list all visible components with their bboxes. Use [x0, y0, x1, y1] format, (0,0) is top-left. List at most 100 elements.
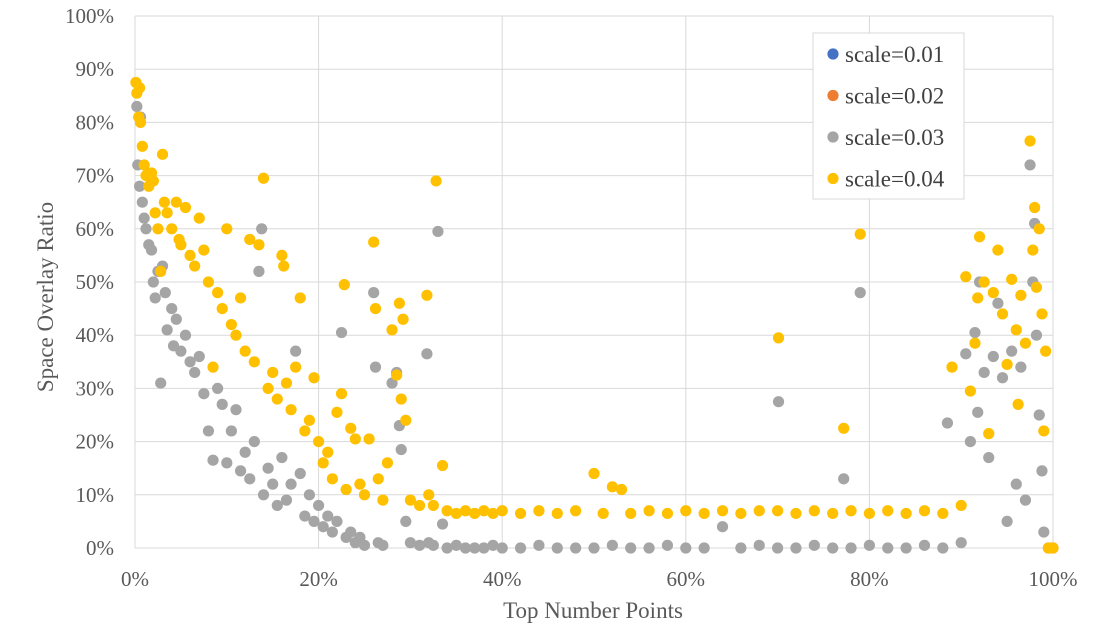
data-point	[239, 345, 251, 357]
data-point	[136, 196, 148, 208]
data-point	[368, 236, 380, 248]
data-point	[427, 499, 439, 512]
data-point	[955, 537, 967, 549]
data-point	[138, 212, 150, 224]
data-point	[133, 180, 146, 192]
y-axis-title: Space Overlay Ratio	[33, 202, 58, 392]
legend-label: scale=0.03	[845, 125, 944, 150]
data-point	[290, 361, 302, 373]
data-point	[570, 542, 582, 554]
data-point	[643, 505, 655, 517]
data-point	[661, 539, 674, 551]
data-point	[161, 207, 173, 219]
data-point	[138, 159, 150, 171]
data-point	[570, 505, 582, 517]
data-point	[257, 172, 270, 184]
data-point	[790, 542, 802, 554]
legend-label: scale=0.04	[845, 167, 945, 192]
data-point	[772, 505, 784, 517]
data-point	[838, 473, 850, 485]
data-point	[179, 201, 192, 214]
data-point	[145, 244, 158, 256]
data-point	[838, 422, 850, 434]
data-point	[441, 505, 453, 517]
data-point	[1038, 425, 1050, 437]
data-point	[1030, 329, 1043, 341]
data-point	[381, 457, 394, 469]
x-tick-label: 60%	[667, 567, 706, 591]
data-point	[257, 489, 270, 501]
data-point	[354, 478, 366, 490]
data-point	[1040, 345, 1052, 357]
data-point	[175, 239, 187, 251]
data-point	[808, 539, 820, 551]
y-tick-label: 20%	[76, 430, 115, 454]
data-point	[1006, 273, 1018, 285]
data-point	[615, 483, 628, 496]
data-point	[551, 542, 563, 554]
data-point	[1029, 201, 1041, 214]
data-point	[427, 539, 439, 551]
data-point	[698, 542, 710, 554]
data-point	[271, 499, 283, 512]
data-point	[225, 318, 237, 331]
data-point	[221, 457, 233, 469]
data-point	[496, 505, 508, 517]
data-point	[735, 507, 747, 520]
x-axis-title: Top Number Points	[503, 598, 683, 623]
x-tick-label: 80%	[850, 567, 889, 591]
data-point	[386, 324, 398, 336]
data-point	[514, 542, 527, 554]
data-point	[478, 542, 490, 554]
data-point	[395, 443, 407, 456]
data-point	[317, 457, 329, 469]
data-point	[166, 303, 178, 315]
data-point	[170, 313, 182, 325]
data-point	[413, 539, 426, 551]
data-point	[969, 326, 981, 339]
y-tick-label: 100%	[65, 4, 114, 28]
data-point	[716, 521, 729, 533]
data-point	[340, 483, 352, 496]
data-point	[735, 542, 747, 554]
data-point	[955, 499, 967, 512]
data-point	[1036, 465, 1048, 477]
data-point	[276, 451, 288, 464]
data-point	[166, 223, 178, 235]
data-point	[827, 542, 839, 554]
data-point	[1015, 361, 1027, 373]
data-point	[441, 542, 453, 554]
data-point	[946, 361, 958, 373]
data-point	[404, 537, 416, 549]
data-point	[845, 505, 857, 517]
data-point	[202, 425, 215, 437]
data-point	[285, 478, 297, 490]
data-point	[400, 515, 412, 528]
data-point	[533, 539, 545, 551]
data-point	[322, 446, 334, 458]
data-point	[854, 287, 866, 299]
data-point	[253, 265, 265, 277]
legend: scale=0.01 scale=0.02 scale=0.03 scale=0.04	[812, 32, 965, 200]
data-point	[1033, 409, 1045, 421]
data-point	[193, 350, 205, 363]
data-point	[469, 507, 481, 520]
data-point	[303, 489, 316, 501]
data-point	[280, 494, 293, 506]
data-point	[369, 303, 382, 315]
data-point	[134, 116, 147, 128]
data-point	[606, 539, 618, 551]
data-point	[964, 436, 976, 448]
data-point	[267, 478, 279, 490]
data-point	[996, 308, 1009, 320]
data-point	[271, 393, 283, 405]
x-tick-label: 0%	[121, 567, 149, 591]
data-point	[882, 542, 894, 554]
data-point	[698, 507, 710, 520]
data-point	[1047, 542, 1059, 554]
data-point	[244, 233, 256, 246]
data-point	[331, 406, 343, 418]
data-point	[322, 510, 334, 522]
data-point	[216, 398, 228, 410]
